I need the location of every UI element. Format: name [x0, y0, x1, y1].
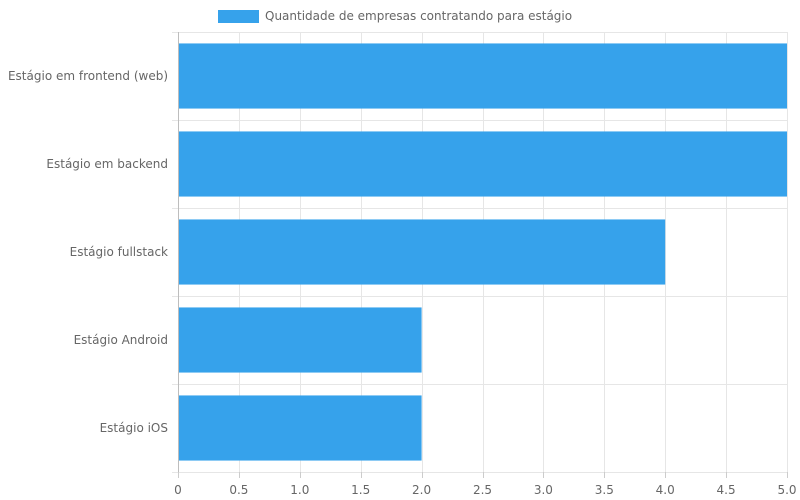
- legend[interactable]: Quantidade de empresas contratando para …: [218, 8, 572, 24]
- bar[interactable]: [179, 219, 666, 285]
- x-tick-label: 3.5: [595, 483, 614, 497]
- category-label: Estágio em backend: [46, 157, 168, 171]
- x-tick-label: 5.0: [777, 483, 796, 497]
- bar[interactable]: [179, 307, 422, 373]
- legend-swatch: [218, 9, 259, 23]
- x-tick-label: 0: [174, 483, 182, 497]
- x-tick-label: 2.5: [473, 483, 492, 497]
- legend-label: Quantidade de empresas contratando para …: [265, 9, 573, 23]
- bar[interactable]: [179, 131, 787, 197]
- axes: [178, 32, 788, 478]
- category-label: Estágio iOS: [100, 421, 168, 435]
- x-tick-label: 0.5: [229, 483, 248, 497]
- category-labels: Estágio em frontend (web) Estágio em back…: [8, 69, 168, 435]
- category-label: Estágio em frontend (web): [8, 69, 168, 83]
- bar[interactable]: [179, 395, 422, 461]
- x-tick-label: 3.0: [534, 483, 553, 497]
- category-label: Estágio fullstack: [70, 245, 168, 259]
- category-label: Estágio Android: [74, 333, 168, 347]
- bars: [179, 43, 787, 461]
- x-tick-label: 4.0: [656, 483, 675, 497]
- x-tick-label: 2.0: [412, 483, 431, 497]
- bar[interactable]: [179, 43, 787, 109]
- x-tick-label: 1.0: [290, 483, 309, 497]
- x-tick-label: 1.5: [351, 483, 370, 497]
- x-tick-labels: 0 0.5 1.0 1.5 2.0 2.5 3.0 3.5 4.0 4.5 5.0: [174, 483, 796, 497]
- x-tick-label: 4.5: [717, 483, 736, 497]
